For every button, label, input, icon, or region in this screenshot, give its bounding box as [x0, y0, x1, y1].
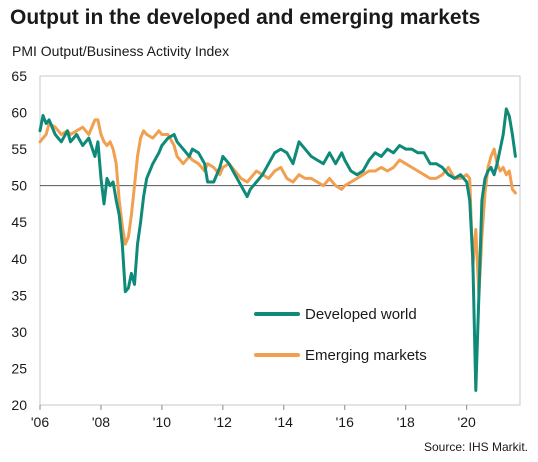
y-tick-label: 25 [11, 360, 27, 376]
y-tick-label: 50 [11, 178, 27, 194]
source-note: Source: IHS Markit. [423, 440, 528, 454]
x-tick-label: '06 [31, 414, 49, 430]
series-layer [38, 107, 517, 392]
legend-label-developed-world: Developed world [305, 306, 417, 323]
y-tick-label: 20 [11, 397, 27, 413]
x-tick-label: '14 [275, 414, 293, 430]
y-tick-label: 40 [11, 251, 27, 267]
y-tick-label: 30 [11, 324, 27, 340]
y-tick-label: 55 [11, 141, 27, 157]
plot-border [39, 75, 521, 406]
series-line-emerging-markets [38, 118, 517, 297]
x-tick-label: '12 [214, 414, 232, 430]
legend-label-emerging-markets: Emerging markets [305, 347, 427, 364]
y-axis-label: PMI Output/Business Activity Index [12, 43, 230, 59]
x-tick-label: '20 [458, 414, 476, 430]
x-tick-label: '16 [336, 414, 354, 430]
x-tick-label: '08 [92, 414, 110, 430]
y-tick-label: 35 [11, 287, 27, 303]
x-tick-label: '18 [397, 414, 415, 430]
y-tick-labels: 20 25 30 35 40 45 50 55 60 65 [11, 68, 27, 413]
plot-frame [39, 75, 521, 406]
y-tick-label: 65 [11, 68, 27, 84]
y-tick-label: 45 [11, 214, 27, 230]
y-tick-label: 60 [11, 105, 27, 121]
legend: Developed world Emerging markets [254, 306, 427, 364]
series-line-developed-world [38, 107, 517, 392]
chart-title: Output in the developed and emerging mar… [10, 6, 481, 29]
x-tick-labels: '06 '08 '10 '12 '14 '16 '18 '20 [31, 405, 476, 430]
x-tick-label: '10 [153, 414, 171, 430]
